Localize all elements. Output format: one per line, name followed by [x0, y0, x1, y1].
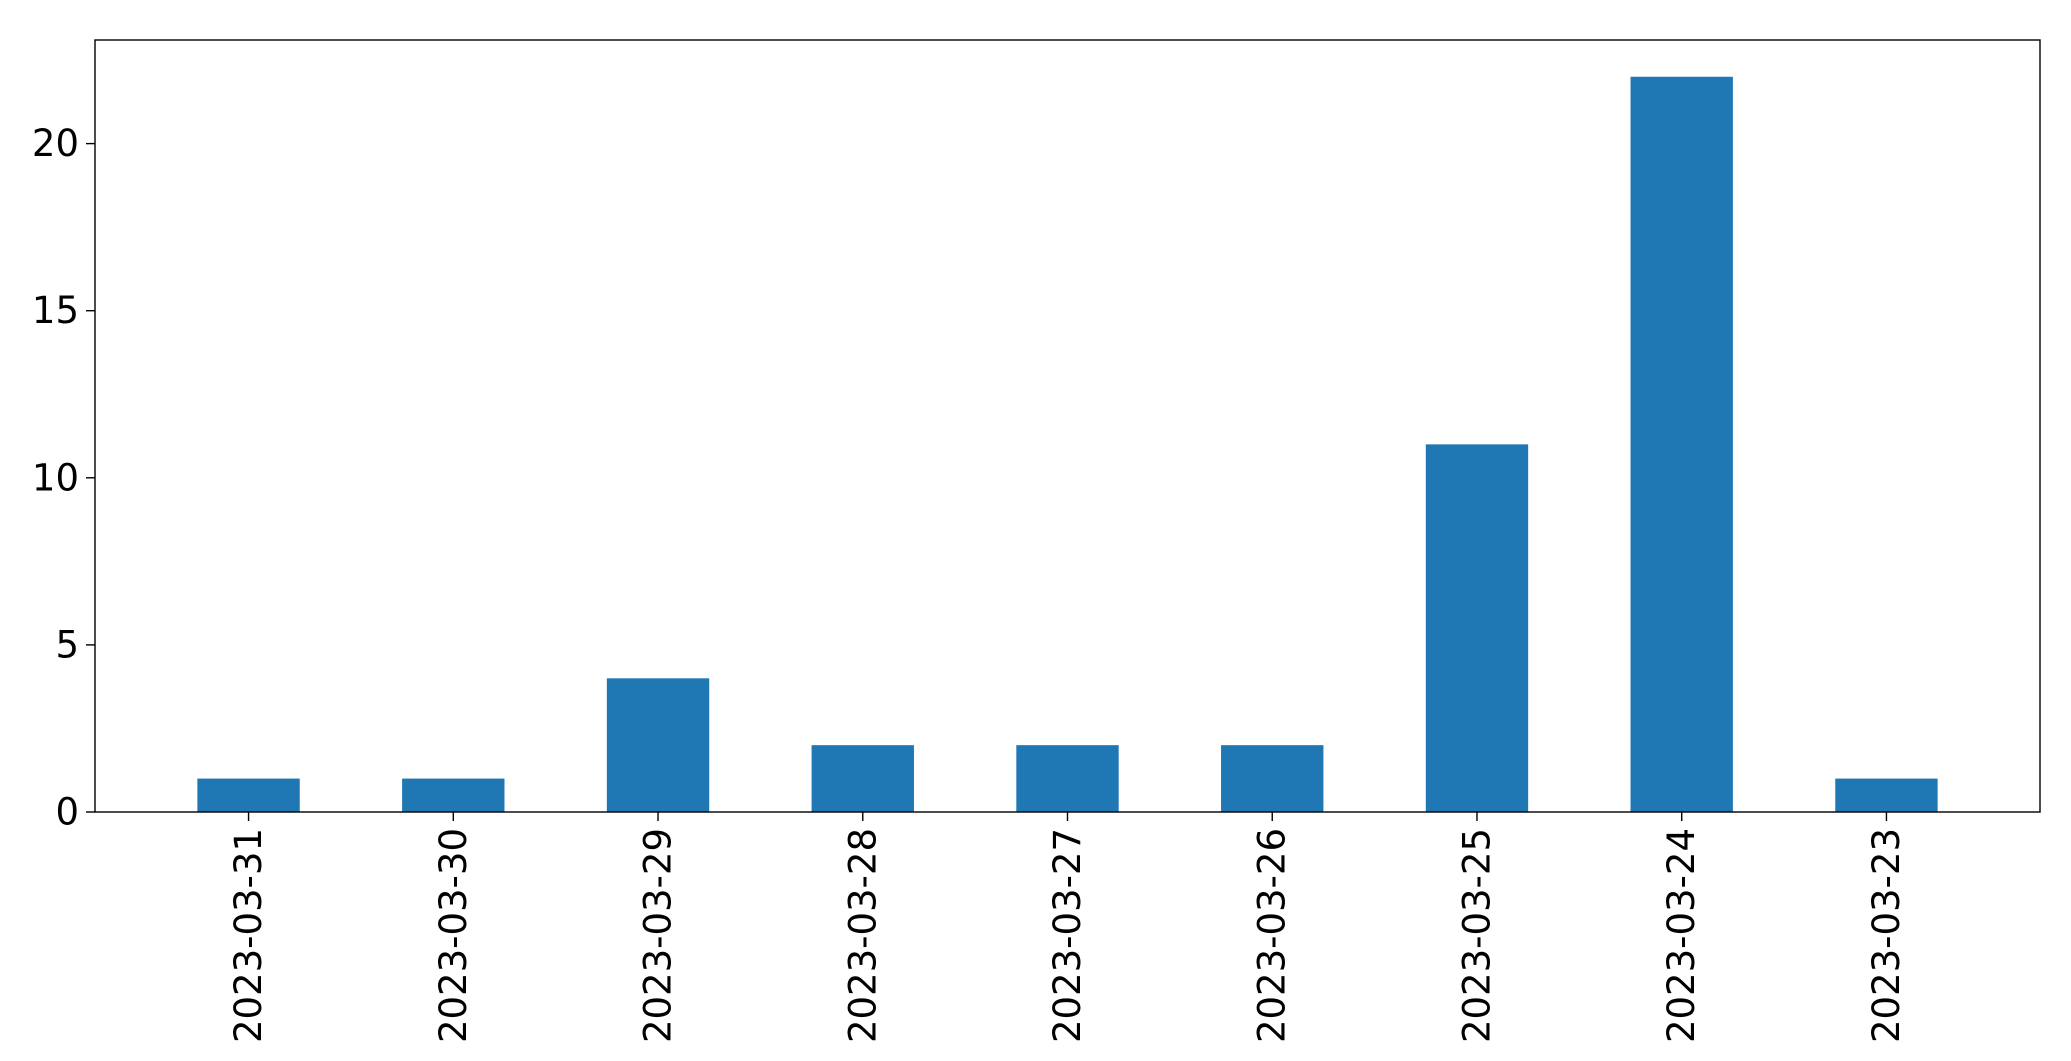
bar-2023-03-31 — [197, 778, 300, 812]
x-tick-label-2023-03-23: 2023-03-23 — [1865, 828, 1908, 1043]
bar-2023-03-28 — [811, 745, 914, 812]
x-tick-label-2023-03-31: 2023-03-31 — [227, 828, 270, 1043]
x-axis: 2023-03-31 2023-03-30 2023-03-29 2023-03-28… — [227, 812, 1908, 1043]
x-tick-label-2023-03-30: 2023-03-30 — [432, 828, 475, 1043]
bar-2023-03-23 — [1835, 778, 1938, 812]
bar-2023-03-27 — [1016, 745, 1119, 812]
bar-2023-03-24 — [1630, 76, 1733, 812]
x-tick-label-2023-03-29: 2023-03-29 — [637, 828, 680, 1043]
y-tick-label: 20 — [32, 122, 79, 165]
x-tick-label-2023-03-25: 2023-03-25 — [1455, 828, 1498, 1043]
bar-2023-03-25 — [1425, 444, 1529, 812]
bars-layer — [197, 76, 1938, 812]
y-tick-label: 10 — [32, 456, 79, 499]
y-tick-label: 5 — [55, 623, 79, 666]
x-tick-label-2023-03-26: 2023-03-26 — [1251, 828, 1294, 1043]
x-tick-label-2023-03-28: 2023-03-28 — [841, 828, 884, 1043]
plot-area-frame — [94, 39, 2041, 813]
bar-2023-03-26 — [1221, 745, 1324, 812]
y-tick-label: 15 — [32, 289, 79, 332]
x-tick-label-2023-03-27: 2023-03-27 — [1046, 828, 1089, 1043]
y-axis: 0 5 10 15 20 — [32, 122, 95, 834]
x-tick-label-2023-03-24: 2023-03-24 — [1660, 828, 1703, 1043]
bar-2023-03-30 — [402, 778, 505, 812]
y-tick-label: 0 — [55, 791, 79, 834]
bar-2023-03-29 — [606, 678, 710, 812]
